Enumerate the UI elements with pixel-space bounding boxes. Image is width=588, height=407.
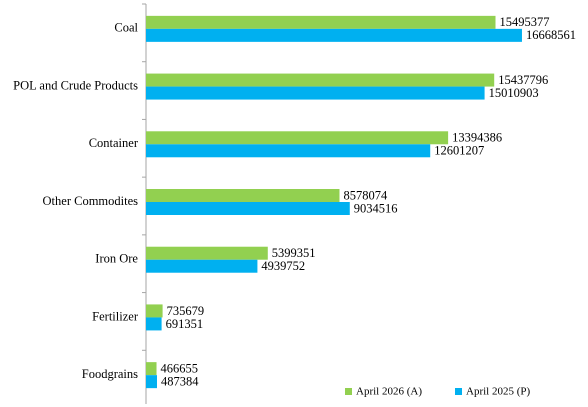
category-label: Iron Ore <box>95 252 138 266</box>
value-label: 466655 <box>161 362 199 376</box>
value-label: 13394386 <box>452 131 502 145</box>
legend-swatch <box>345 388 352 395</box>
category-label: Container <box>89 136 139 150</box>
value-label: 8578074 <box>343 188 388 202</box>
bar <box>146 15 496 29</box>
value-label: 691351 <box>166 317 204 331</box>
value-label: 15010903 <box>489 86 539 100</box>
bar <box>146 73 495 87</box>
bar <box>146 144 431 158</box>
value-label: 735679 <box>167 304 205 318</box>
bar <box>146 259 258 273</box>
legend-label: April 2025 (P) <box>466 386 531 398</box>
category-label: POL and Crude Products <box>13 78 138 92</box>
value-label: 16668561 <box>526 28 576 42</box>
bar <box>146 28 522 42</box>
category-label: Coal <box>114 21 138 35</box>
category-label: Fertilizer <box>92 309 139 323</box>
bar <box>146 86 485 100</box>
value-label: 9034516 <box>354 201 398 215</box>
bar <box>146 304 163 318</box>
category-label: Other Commodites <box>43 194 139 208</box>
bar <box>146 131 449 145</box>
value-label: 5399351 <box>272 246 316 260</box>
legend-swatch <box>455 388 462 395</box>
legend-label: April 2026 (A) <box>356 386 422 398</box>
bar <box>146 317 162 331</box>
bar <box>146 362 157 376</box>
bar <box>146 189 340 202</box>
bar <box>146 202 350 215</box>
bar <box>146 246 268 260</box>
value-label: 15495377 <box>500 15 550 29</box>
value-label: 487384 <box>161 375 199 389</box>
bar <box>146 375 157 389</box>
value-label: 15437796 <box>498 73 548 87</box>
value-label: 4939752 <box>261 259 305 273</box>
value-label: 12601207 <box>434 144 484 158</box>
category-label: Foodgrains <box>82 367 138 381</box>
